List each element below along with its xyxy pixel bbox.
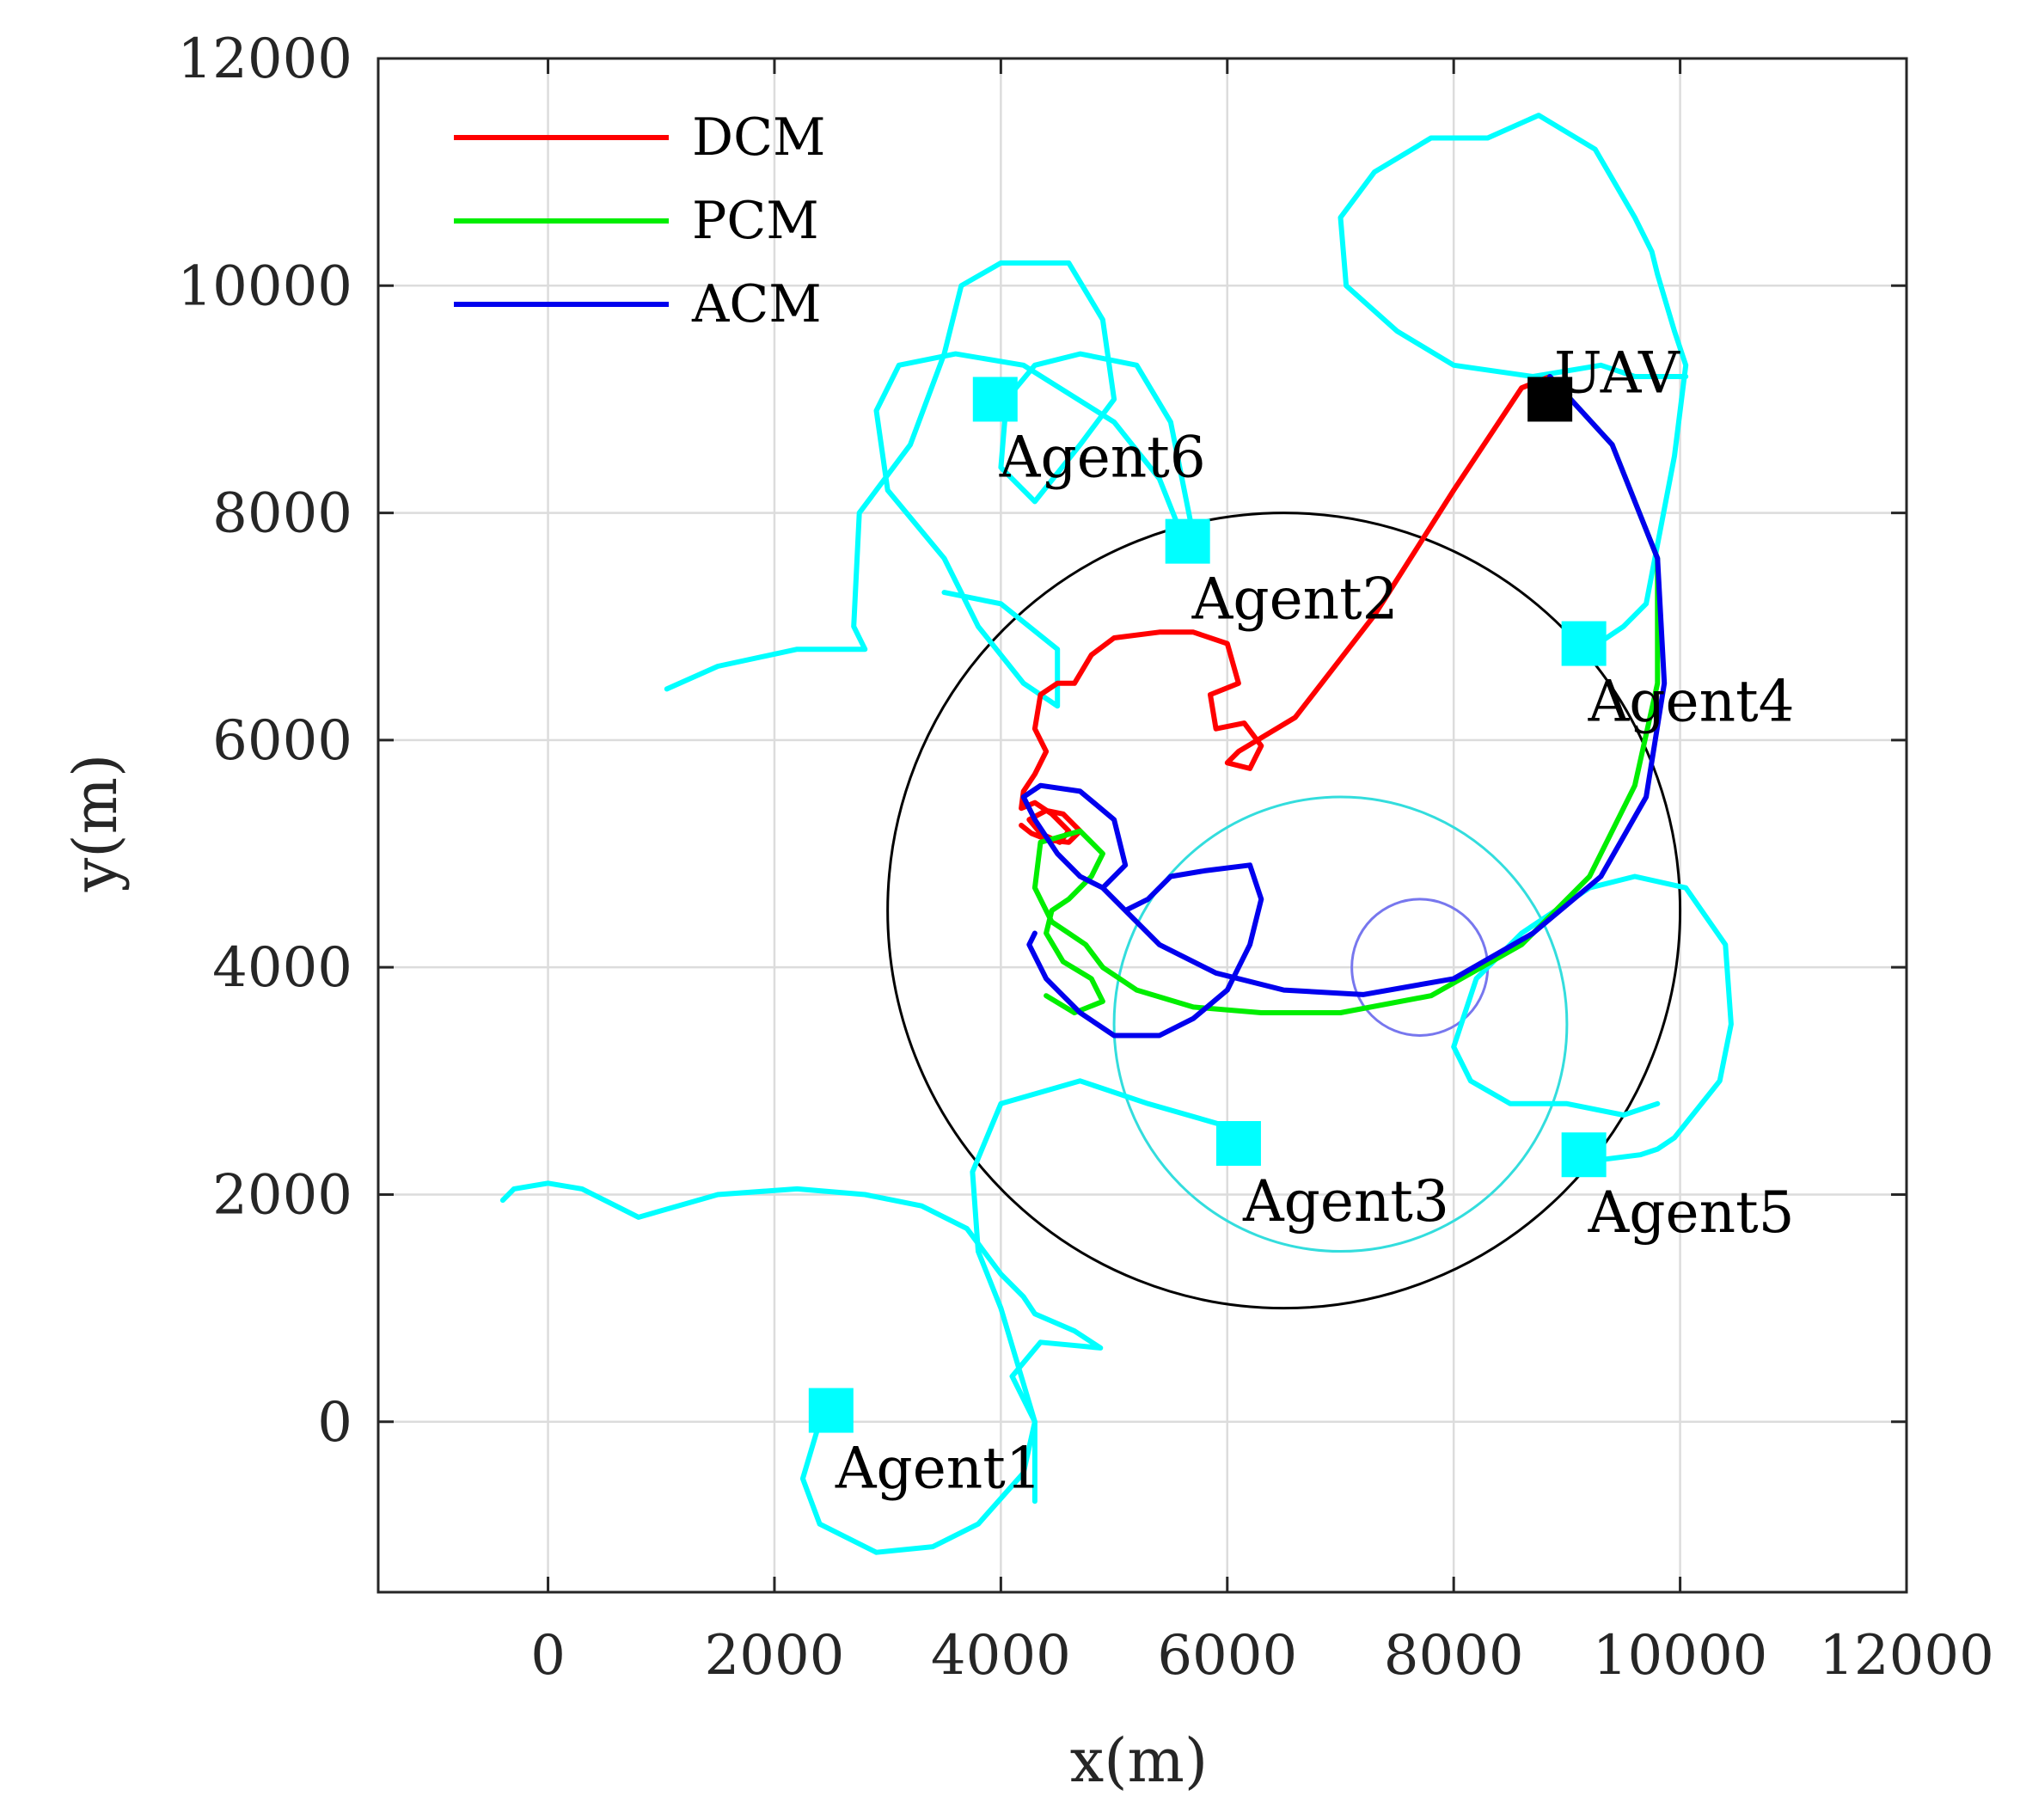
uav-marker (1527, 377, 1573, 422)
agent-track-line (970, 1078, 1241, 1504)
agent-track-line (1337, 113, 1689, 653)
agent-marker (972, 377, 1018, 422)
agent-label: Agent5 (1588, 1180, 1795, 1246)
agent-marker (1561, 621, 1607, 666)
y-tick-label: 2000 (212, 1163, 352, 1227)
agent-marker (1215, 1121, 1261, 1167)
legend-label-pcm: PCM (692, 191, 819, 251)
y-tick-label: 10000 (177, 254, 352, 318)
uav-label: UAV (1554, 340, 1680, 406)
x-axis-title: x(m) (1070, 1725, 1208, 1796)
series-line-dcm (1019, 374, 1553, 845)
grid (378, 57, 1908, 1592)
x-tick-label: 2000 (705, 1624, 845, 1688)
agent-track-line (499, 1180, 1104, 1555)
agent-tracks (499, 113, 1734, 1555)
y-axis-title: y(m) (60, 754, 131, 893)
series-lines (1019, 374, 1668, 1039)
agent-track-line (873, 351, 1185, 709)
plot-frame (376, 57, 1908, 1594)
agent-label: Agent4 (1588, 669, 1795, 735)
range-circles (886, 512, 1682, 1310)
agent-marker (1165, 518, 1210, 564)
y-tick-labels: 0 2000 4000 6000 8000 10000 12000 (177, 28, 352, 1455)
legend: DCM PCM ACM (454, 107, 825, 334)
legend-label-dcm: DCM (692, 107, 825, 168)
x-tick-label: 0 (530, 1624, 566, 1688)
range-circle (1112, 795, 1569, 1253)
x-tick-label: 12000 (1819, 1624, 1994, 1688)
agent-marker (1561, 1132, 1607, 1178)
legend-label-acm: ACM (691, 274, 822, 334)
x-tick-label: 4000 (931, 1624, 1071, 1688)
markers: Agent1 Agent2 Agent3 Agent4 Agent5 Agent6 UAV (808, 340, 1795, 1502)
x-tick-label: 8000 (1384, 1624, 1524, 1688)
x-tick-label: 6000 (1157, 1624, 1297, 1688)
agent-track-line (1451, 873, 1734, 1163)
y-tick-label: 6000 (212, 709, 352, 773)
series-line-pcm (1031, 374, 1661, 1015)
y-tick-label: 8000 (212, 482, 352, 546)
agent-marker (808, 1388, 854, 1433)
series-line-acm (1020, 374, 1668, 1039)
tick-marks (378, 57, 1908, 1592)
range-circle (886, 512, 1682, 1310)
y-tick-label: 4000 (212, 936, 352, 1000)
x-tick-labels: 0 2000 4000 6000 8000 10000 12000 (530, 1624, 1994, 1688)
agent-label: Agent3 (1242, 1168, 1449, 1235)
x-tick-label: 10000 (1593, 1624, 1768, 1688)
agent-label: Agent6 (999, 424, 1206, 490)
agent-label: Agent2 (1191, 567, 1399, 633)
y-tick-label: 12000 (177, 28, 352, 91)
agent-label: Agent1 (835, 1436, 1042, 1502)
agent-track-line (664, 260, 1197, 692)
y-tick-label: 0 (317, 1391, 352, 1455)
